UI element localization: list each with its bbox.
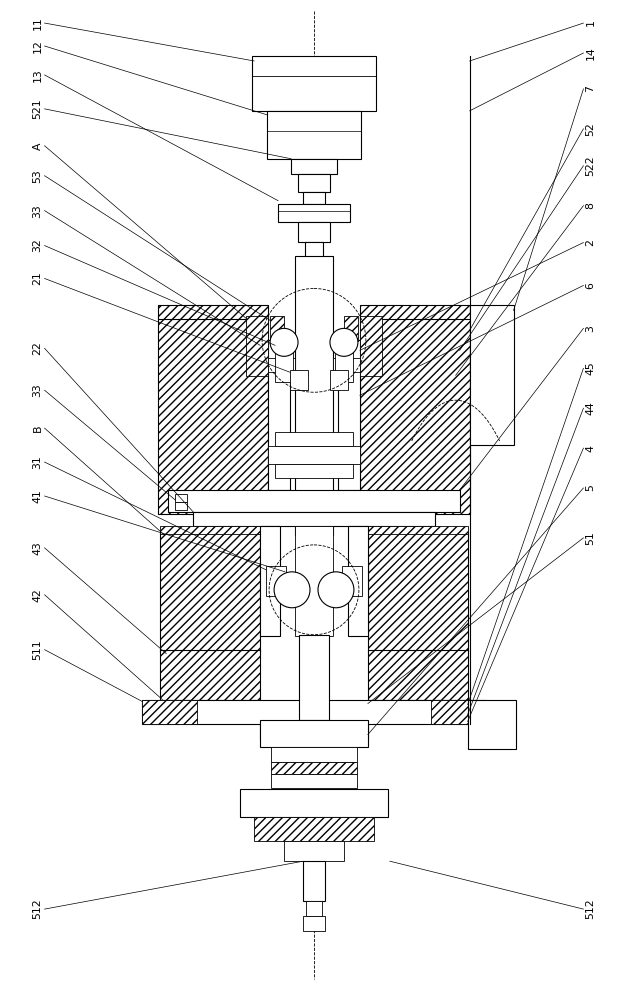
Text: B: B: [33, 424, 43, 432]
Bar: [271, 747, 357, 762]
Bar: [268, 358, 295, 372]
Bar: [260, 724, 368, 739]
Bar: [305, 242, 323, 257]
Text: 43: 43: [33, 541, 43, 555]
Bar: [368, 532, 468, 652]
Bar: [344, 316, 358, 341]
Text: 52: 52: [585, 122, 595, 136]
Text: 512: 512: [585, 899, 595, 919]
Text: 8: 8: [585, 202, 595, 209]
Text: 521: 521: [33, 99, 43, 119]
Bar: [252, 56, 376, 111]
Text: 32: 32: [33, 239, 43, 252]
Bar: [368, 650, 468, 700]
Text: 4: 4: [585, 445, 595, 452]
Text: 511: 511: [33, 639, 43, 660]
Circle shape: [318, 572, 354, 608]
Text: 53: 53: [33, 169, 43, 183]
Text: 1: 1: [585, 20, 595, 26]
Bar: [260, 720, 368, 747]
Bar: [333, 358, 360, 372]
Bar: [295, 256, 333, 535]
Bar: [298, 174, 330, 192]
Text: 14: 14: [585, 46, 595, 60]
Bar: [335, 340, 353, 382]
Text: 41: 41: [33, 489, 43, 503]
Text: 13: 13: [33, 68, 43, 82]
Bar: [303, 916, 325, 931]
Text: 522: 522: [585, 155, 595, 176]
Bar: [290, 370, 308, 390]
Bar: [275, 464, 353, 478]
Bar: [275, 432, 353, 446]
Bar: [303, 861, 325, 901]
Bar: [360, 316, 382, 376]
Bar: [330, 370, 348, 390]
Bar: [175, 502, 187, 510]
Text: 6: 6: [585, 282, 595, 289]
Bar: [168, 490, 460, 512]
Bar: [303, 192, 325, 204]
Circle shape: [270, 328, 298, 356]
Bar: [470, 305, 514, 445]
Text: 31: 31: [33, 455, 43, 469]
Bar: [468, 700, 516, 749]
Text: A: A: [33, 142, 43, 150]
Text: 44: 44: [585, 401, 595, 415]
Bar: [270, 316, 284, 341]
Text: 12: 12: [33, 39, 43, 53]
Text: 5: 5: [585, 485, 595, 491]
Bar: [240, 789, 388, 817]
Text: 42: 42: [33, 588, 43, 602]
Bar: [246, 316, 268, 376]
Bar: [260, 526, 280, 636]
Text: 3: 3: [585, 325, 595, 332]
Circle shape: [274, 572, 310, 608]
Text: 7: 7: [585, 85, 595, 92]
Text: 22: 22: [33, 341, 43, 355]
Bar: [254, 817, 374, 841]
Bar: [275, 340, 293, 382]
Bar: [299, 635, 329, 720]
Bar: [306, 901, 322, 916]
Bar: [284, 841, 344, 861]
Bar: [291, 159, 337, 174]
Bar: [143, 700, 197, 724]
Bar: [342, 566, 362, 596]
Bar: [298, 222, 330, 242]
Bar: [193, 512, 435, 526]
Text: 11: 11: [33, 16, 43, 30]
Bar: [431, 700, 485, 724]
Text: 21: 21: [33, 272, 43, 285]
Text: 512: 512: [33, 899, 43, 919]
Bar: [143, 700, 485, 724]
Text: 2: 2: [585, 239, 595, 246]
Text: 51: 51: [585, 531, 595, 545]
Bar: [271, 774, 357, 788]
Bar: [160, 650, 260, 700]
Bar: [268, 340, 290, 490]
Text: 45: 45: [585, 361, 595, 375]
Bar: [175, 494, 187, 502]
Bar: [295, 526, 333, 636]
Circle shape: [330, 328, 358, 356]
Text: 33: 33: [33, 204, 43, 218]
Bar: [268, 446, 360, 464]
Bar: [266, 566, 286, 596]
Bar: [360, 305, 470, 319]
Bar: [278, 204, 350, 222]
Bar: [360, 316, 470, 514]
Bar: [338, 340, 360, 490]
Bar: [158, 316, 268, 514]
Bar: [348, 526, 368, 636]
Bar: [158, 305, 268, 319]
Text: 33: 33: [33, 383, 43, 397]
Bar: [368, 526, 468, 534]
Bar: [271, 762, 357, 774]
Bar: [160, 526, 260, 534]
Bar: [160, 532, 260, 652]
Bar: [267, 111, 361, 159]
